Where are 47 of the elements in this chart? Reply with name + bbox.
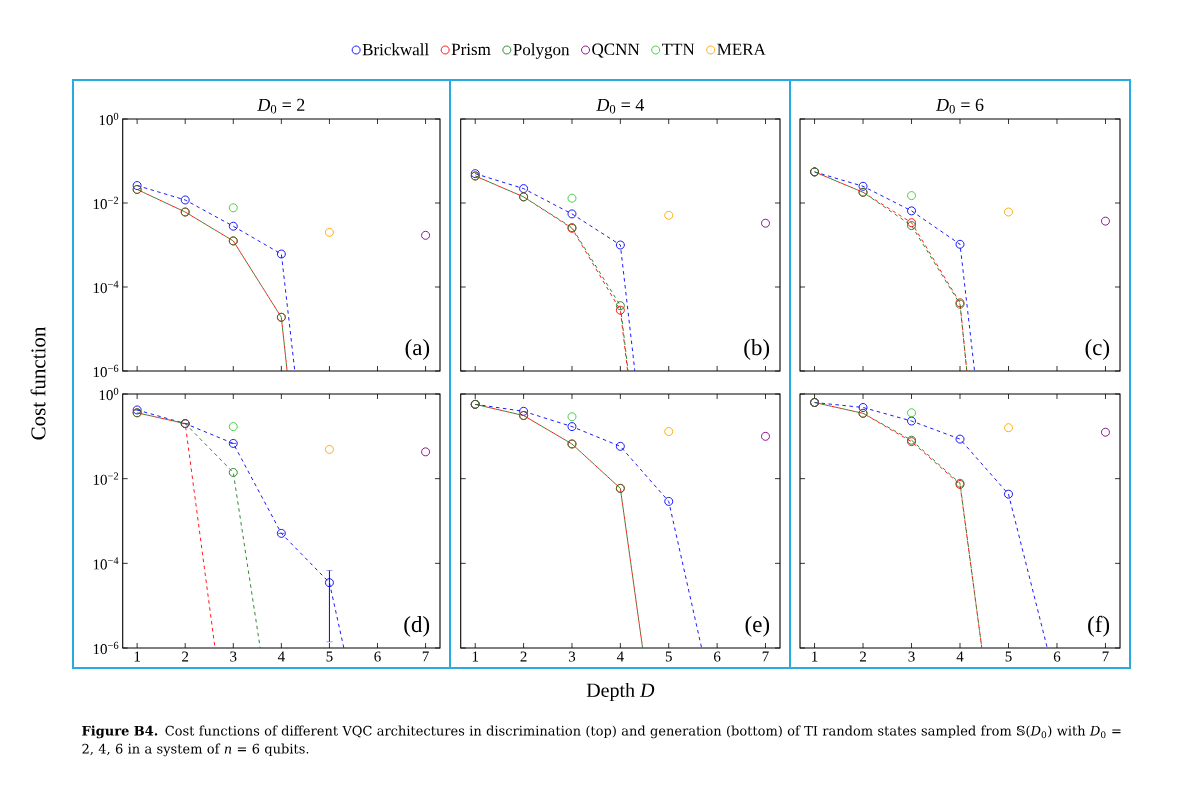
annotation: (a) [405, 339, 430, 360]
x-tick-label: 5 [1005, 651, 1012, 662]
text: Figure B4. Cost functions of different VQC architectures in discrimination (top) and generation (bottom) of TI random states sampled from 𝕊(D$_{0}$) with D$_{0}$ = 2, 4, 6 in a system of n = 6 qubits. [82, 725, 1121, 757]
y-tick-label: 10$^{−2}$ [93, 472, 119, 485]
x-axis-title: Depth D [586, 682, 655, 702]
y-tick-label: 10$^{0}$ [99, 112, 119, 126]
y-tick-label: 10$^{0}$ [99, 387, 119, 401]
annotation: (d) [404, 615, 430, 637]
annotation: (c) [1085, 339, 1110, 360]
chart-title: D$_{0}$ = 2 [257, 98, 305, 114]
legend-label: Brickwall [362, 43, 429, 56]
legend-label: Prism [451, 43, 491, 56]
annotation: (e) [745, 615, 770, 637]
y-tick-label: 10$^{−6}$ [93, 641, 119, 655]
chart-title: D$_{0}$ = 4 [596, 98, 645, 114]
y-tick-label: 10$^{−6}$ [93, 364, 119, 378]
x-tick-label: 6 [1053, 651, 1061, 662]
x-tick-label: 7 [422, 651, 429, 662]
x-tick-label: 1 [472, 651, 479, 662]
x-tick-label: 7 [1102, 651, 1109, 662]
x-tick-label: 3 [568, 651, 576, 662]
x-tick-label: 4 [616, 651, 624, 662]
legend-label: TTN [662, 43, 695, 55]
x-tick-label: 5 [665, 651, 672, 662]
x-tick-label: 6 [714, 651, 721, 662]
x-tick-label: 7 [762, 651, 769, 662]
x-tick-label: 2 [182, 651, 189, 662]
annotation: (b) [744, 339, 770, 360]
x-tick-label: 5 [326, 651, 333, 662]
x-tick-label: 3 [230, 651, 237, 662]
x-tick-label: 2 [859, 651, 866, 662]
x-tick-label: 2 [520, 651, 527, 662]
x-tick-label: 4 [277, 651, 285, 662]
legend-label: MERA [717, 43, 766, 55]
y-tick-label: 10$^{−4}$ [93, 280, 119, 294]
x-tick-label: 4 [956, 651, 964, 662]
y-tick-label: 10$^{−4}$ [93, 557, 119, 570]
y-axis-title: Cost function [30, 326, 46, 440]
x-tick-label: 1 [812, 651, 818, 662]
legend-label: Polygon [513, 43, 570, 59]
x-tick-label: 1 [134, 651, 140, 662]
x-tick-label: 6 [374, 651, 381, 662]
x-tick-label: 3 [908, 651, 915, 662]
annotation: (f) [1088, 615, 1110, 637]
chart-title: D$_{0}$ = 6 [935, 98, 984, 114]
legend-label: QCNN [592, 43, 640, 58]
y-tick-label: 10$^{−2}$ [93, 196, 119, 210]
